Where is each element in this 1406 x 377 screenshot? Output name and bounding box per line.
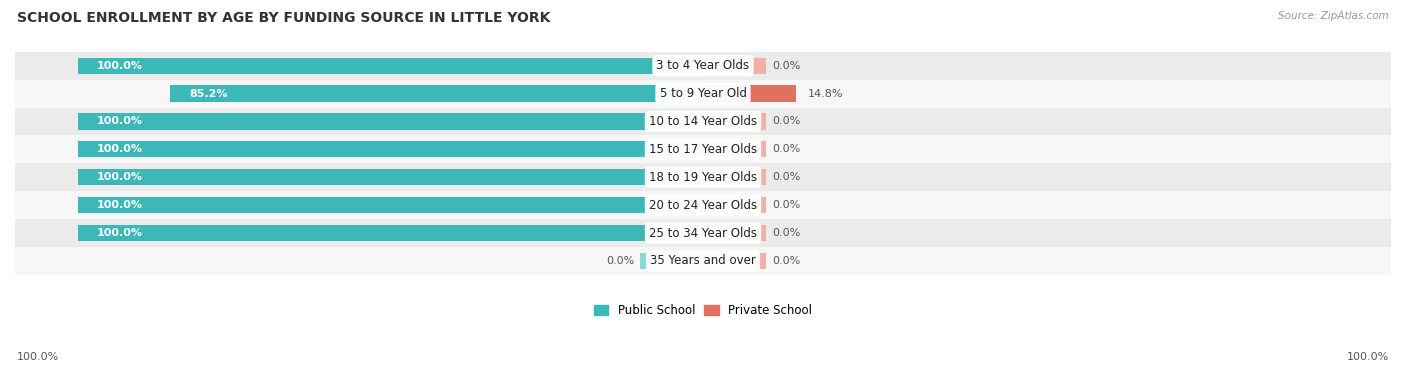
Text: 100.0%: 100.0% bbox=[96, 172, 142, 182]
Bar bbox=[15, 191, 1391, 219]
Text: 0.0%: 0.0% bbox=[772, 172, 800, 182]
Text: 100.0%: 100.0% bbox=[96, 61, 142, 70]
Text: 25 to 34 Year Olds: 25 to 34 Year Olds bbox=[650, 227, 756, 239]
Bar bbox=[703, 141, 765, 158]
Text: SCHOOL ENROLLMENT BY AGE BY FUNDING SOURCE IN LITTLE YORK: SCHOOL ENROLLMENT BY AGE BY FUNDING SOUR… bbox=[17, 11, 550, 25]
Text: 35 Years and over: 35 Years and over bbox=[650, 254, 756, 267]
Text: 100.0%: 100.0% bbox=[96, 144, 142, 154]
Text: 3 to 4 Year Olds: 3 to 4 Year Olds bbox=[657, 59, 749, 72]
Text: 0.0%: 0.0% bbox=[772, 116, 800, 126]
Text: 0.0%: 0.0% bbox=[772, 200, 800, 210]
Bar bbox=[703, 86, 796, 102]
Text: 85.2%: 85.2% bbox=[188, 89, 228, 98]
Bar bbox=[170, 86, 703, 102]
Bar bbox=[703, 113, 765, 130]
Bar bbox=[703, 197, 765, 213]
Bar bbox=[15, 135, 1391, 163]
Text: 0.0%: 0.0% bbox=[606, 256, 634, 266]
Bar bbox=[15, 247, 1391, 275]
Text: 100.0%: 100.0% bbox=[96, 116, 142, 126]
Bar bbox=[77, 141, 703, 158]
Text: 100.0%: 100.0% bbox=[17, 352, 59, 362]
Bar bbox=[641, 253, 703, 269]
Text: 100.0%: 100.0% bbox=[1347, 352, 1389, 362]
Text: 15 to 17 Year Olds: 15 to 17 Year Olds bbox=[650, 143, 756, 156]
Text: 20 to 24 Year Olds: 20 to 24 Year Olds bbox=[650, 199, 756, 211]
Legend: Public School, Private School: Public School, Private School bbox=[589, 300, 817, 322]
Bar bbox=[15, 107, 1391, 135]
Bar bbox=[77, 169, 703, 185]
Bar bbox=[703, 253, 765, 269]
Bar bbox=[703, 169, 765, 185]
Text: 0.0%: 0.0% bbox=[772, 256, 800, 266]
Text: 10 to 14 Year Olds: 10 to 14 Year Olds bbox=[650, 115, 756, 128]
Text: 18 to 19 Year Olds: 18 to 19 Year Olds bbox=[650, 171, 756, 184]
Bar bbox=[703, 225, 765, 241]
Text: 0.0%: 0.0% bbox=[772, 228, 800, 238]
Text: 14.8%: 14.8% bbox=[808, 89, 844, 98]
Bar bbox=[15, 52, 1391, 80]
Text: 100.0%: 100.0% bbox=[96, 200, 142, 210]
Text: 0.0%: 0.0% bbox=[772, 61, 800, 70]
Text: 0.0%: 0.0% bbox=[772, 144, 800, 154]
Bar bbox=[15, 80, 1391, 107]
Bar bbox=[77, 58, 703, 74]
Bar bbox=[15, 219, 1391, 247]
Bar bbox=[703, 58, 765, 74]
Text: Source: ZipAtlas.com: Source: ZipAtlas.com bbox=[1278, 11, 1389, 21]
Bar bbox=[77, 225, 703, 241]
Text: 100.0%: 100.0% bbox=[96, 228, 142, 238]
Bar bbox=[77, 113, 703, 130]
Bar bbox=[15, 163, 1391, 191]
Bar bbox=[77, 197, 703, 213]
Text: 5 to 9 Year Old: 5 to 9 Year Old bbox=[659, 87, 747, 100]
